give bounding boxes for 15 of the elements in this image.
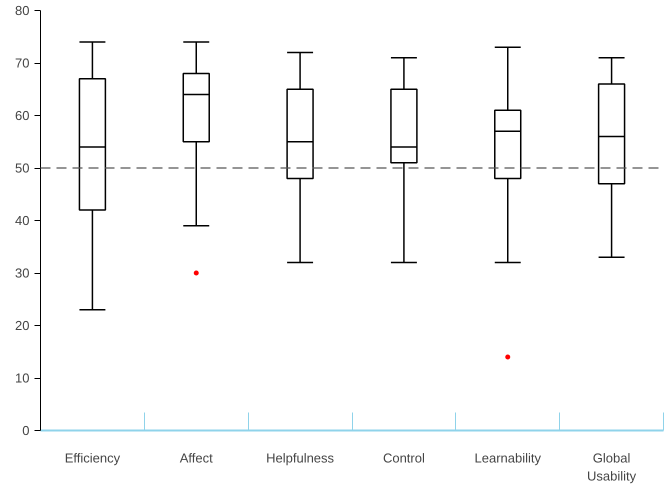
y-tick-label: 40 bbox=[15, 213, 30, 228]
x-tick-label: Efficiency bbox=[64, 450, 121, 466]
y-tick-label: 60 bbox=[15, 108, 30, 123]
y-tick-label: 70 bbox=[15, 56, 30, 70]
y-tick-label: 80 bbox=[15, 3, 30, 18]
x-tick-label: Learnability bbox=[474, 450, 542, 466]
x-tick-label: Affect bbox=[180, 450, 214, 466]
y-tick-label: 20 bbox=[15, 318, 30, 333]
y-tick-label: 30 bbox=[15, 266, 30, 280]
x-tick-label: Global Usability bbox=[587, 450, 637, 484]
x-tick-label: Helpfulness bbox=[266, 450, 335, 466]
y-tick-label: 10 bbox=[15, 370, 30, 386]
y-tick-label: 0 bbox=[22, 423, 30, 438]
x-tick-label: Control bbox=[382, 450, 425, 466]
y-tick-label: 50 bbox=[15, 160, 30, 176]
